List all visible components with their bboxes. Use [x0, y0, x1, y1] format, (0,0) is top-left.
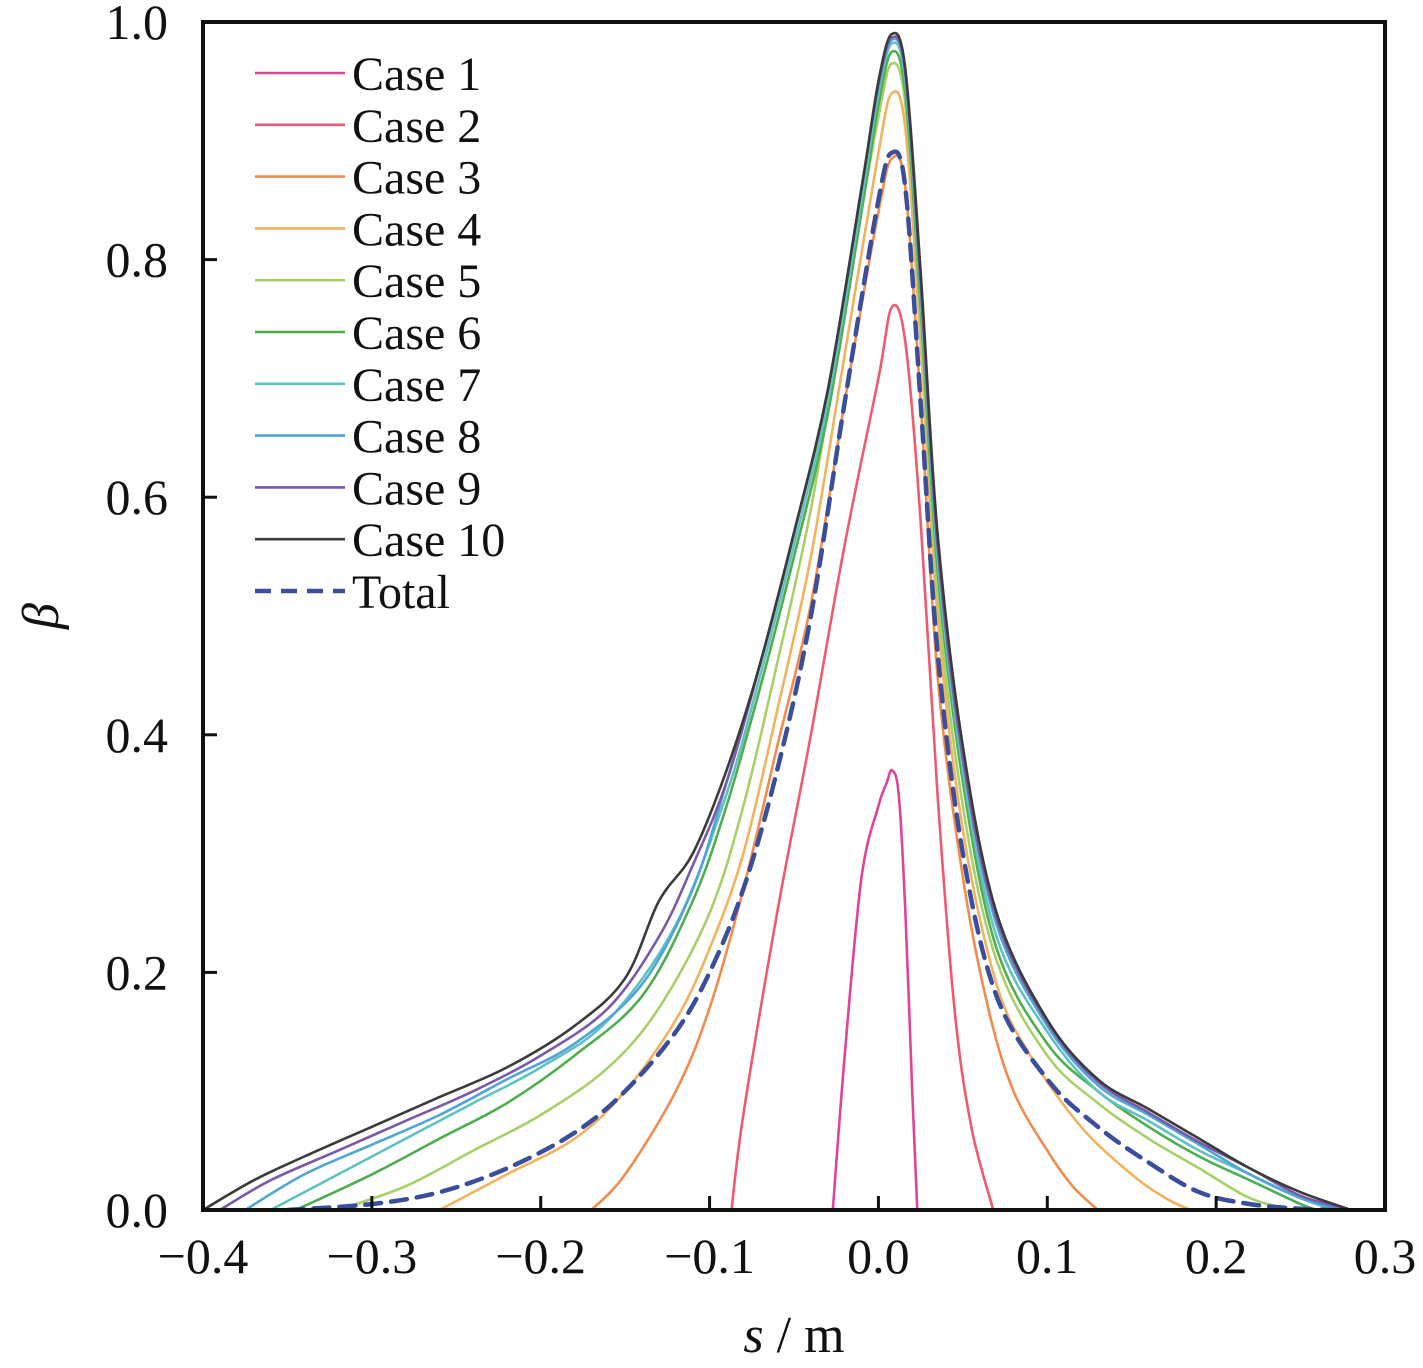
series-line-11: [285, 149, 1337, 1210]
plot-frame: [201, 20, 1387, 1212]
legend-label-5: Case 5: [352, 255, 481, 308]
legend-label-3: Case 3: [352, 152, 481, 205]
series-line-3: [590, 154, 1100, 1210]
x-tick-label: 0.2: [1185, 1228, 1248, 1284]
series-line-2: [730, 303, 995, 1210]
y-axis: 0.0 0.2 0.4 0.6 0.8 1.0: [106, 0, 217, 1238]
plot-area: [203, 31, 1353, 1210]
legend-label-7: Case 7: [352, 359, 481, 412]
series-line-5: [336, 61, 1294, 1210]
x-axis: −0.4 −0.3 −0.2 −0.1 0.0 0.1 0.2 0.3: [158, 1196, 1417, 1284]
x-tick-label: 0.0: [847, 1228, 910, 1284]
x-tick-label: −0.3: [327, 1228, 418, 1284]
y-tick-label: 0.4: [106, 707, 169, 763]
y-tick-label: 0.0: [106, 1182, 169, 1238]
x-axis-label: s / m: [743, 1307, 844, 1363]
y-tick-label: 1.0: [106, 0, 169, 50]
legend-label-10: Case 10: [352, 514, 505, 567]
series-line-6: [294, 49, 1319, 1210]
x-tick-label: 0.1: [1016, 1228, 1079, 1284]
y-tick-label: 0.2: [106, 944, 169, 1000]
x-axis-label-var: s: [743, 1307, 763, 1363]
legend-label-2: Case 2: [352, 100, 481, 153]
y-tick-label: 0.8: [106, 232, 169, 288]
legend-label-4: Case 4: [352, 203, 481, 256]
legend-label-8: Case 8: [352, 411, 481, 464]
series-line-10: [203, 31, 1353, 1210]
series-line-1: [831, 768, 919, 1210]
x-tick-label: 0.3: [1354, 1228, 1417, 1284]
x-tick-label: −0.4: [158, 1228, 249, 1284]
y-tick-label: 0.6: [106, 469, 169, 525]
y-axis-label: β: [13, 603, 70, 630]
legend-label-11: Total: [352, 566, 450, 619]
x-tick-label: −0.1: [664, 1228, 755, 1284]
legend-label-1: Case 1: [352, 48, 481, 101]
x-axis-label-unit: / m: [764, 1307, 845, 1363]
x-tick-label: −0.2: [495, 1228, 586, 1284]
legend-label-9: Case 9: [352, 462, 481, 515]
legend-label-6: Case 6: [352, 307, 481, 360]
